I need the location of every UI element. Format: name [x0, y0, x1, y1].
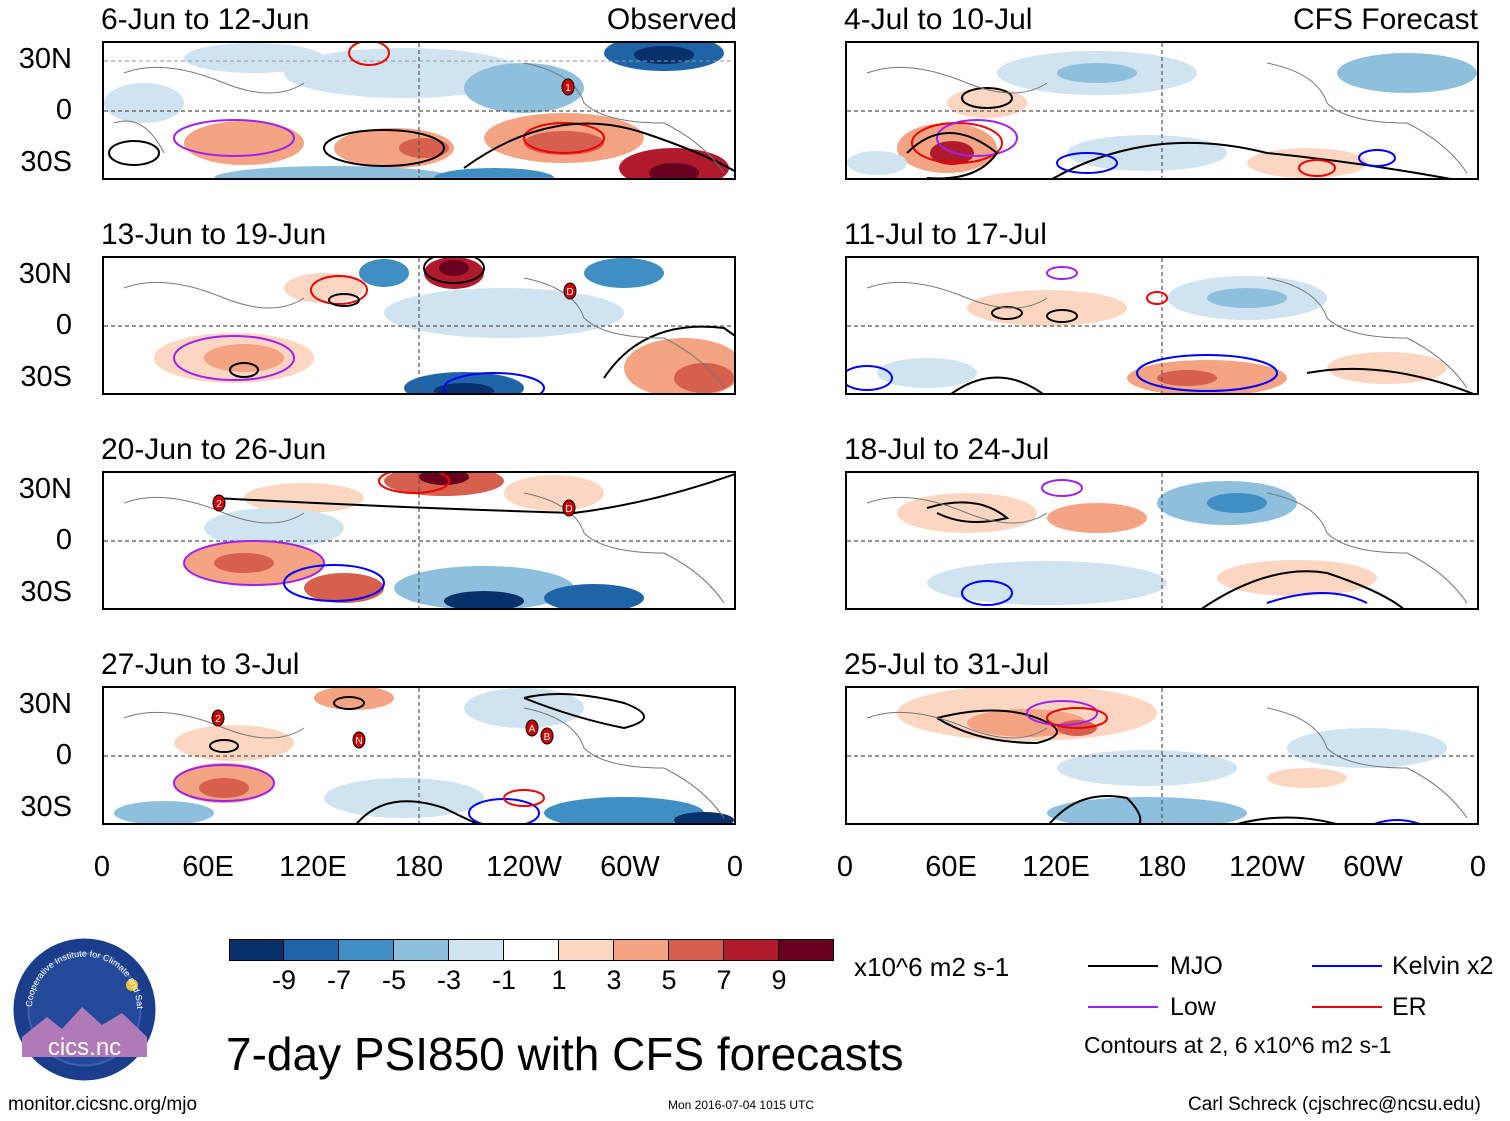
panel-title-8: 25-Jul to 31-Jul — [844, 648, 1050, 681]
footer-author: Carl Schreck (cjschrec@ncsu.edu) — [1188, 1094, 1481, 1115]
lat-label: 0 — [55, 309, 72, 341]
colorbar-swatch — [559, 939, 614, 961]
legend-label-mjo: MJO — [1170, 952, 1223, 980]
colorbar-swatch — [504, 939, 559, 961]
panel-tag-cfs-forecast: CFS Forecast — [1292, 3, 1478, 36]
map-panel-8 — [845, 686, 1479, 825]
colorbar-tick-label: 1 — [551, 965, 567, 995]
colorbar-swatch — [229, 939, 284, 961]
lon-label: 60W — [1343, 851, 1403, 883]
lon-label: 120W — [1229, 851, 1305, 883]
lon-label: 60W — [600, 851, 660, 883]
map-panel-3: 2 D — [102, 471, 736, 610]
storm-marker: N — [355, 736, 362, 747]
storm-marker: 2 — [216, 499, 222, 510]
colorbar-swatch — [339, 939, 394, 961]
colorbar-tick-label: 9 — [771, 965, 787, 995]
map-panel-1: 1 — [102, 41, 736, 180]
lon-label: 180 — [1137, 851, 1187, 883]
lat-label: 30S — [20, 361, 72, 393]
panel-title-5: 4-Jul to 10-Jul — [844, 3, 1033, 36]
footer-timestamp: Mon 2016-07-04 1015 UTC — [668, 1098, 815, 1112]
colorbar-swatch — [449, 939, 504, 961]
legend-label-kelvin: Kelvin x2 — [1392, 952, 1494, 980]
colorbar-swatch — [284, 939, 339, 961]
storm-marker: D — [565, 504, 572, 515]
legend-line-low — [1088, 1006, 1158, 1008]
colorbar-tick-label: -5 — [381, 965, 406, 995]
lat-label: 30N — [18, 258, 72, 290]
panel-title-2: 13-Jun to 19-Jun — [101, 218, 327, 251]
lon-label: 120E — [1022, 851, 1090, 883]
cics-logo: Cooperative Institute for Climate and Sa… — [9, 929, 157, 1082]
legend-label-low: Low — [1170, 993, 1216, 1021]
colorbar-swatch — [669, 939, 724, 961]
lat-label: 30S — [20, 791, 72, 823]
panel-tag-observed: Observed — [606, 3, 737, 36]
lon-label: 120W — [486, 851, 562, 883]
footer-url: monitor.cicsnc.org/mjo — [8, 1094, 198, 1115]
panel-title-4: 27-Jun to 3-Jul — [101, 648, 300, 681]
lat-label: 30N — [18, 43, 72, 75]
colorbar-units: x10^6 m2 s-1 — [854, 952, 1010, 982]
map-panel-4: 2 N A B — [102, 686, 736, 825]
map-panel-7 — [845, 471, 1479, 610]
lat-label: 30N — [18, 688, 72, 720]
colorbar-tick-label: -7 — [326, 965, 351, 995]
lat-label: 0 — [55, 739, 72, 771]
map-panel-2: D — [102, 256, 736, 395]
storm-marker: A — [529, 724, 536, 735]
lon-label: 120E — [279, 851, 347, 883]
lon-label: 180 — [394, 851, 444, 883]
lon-label: 0 — [93, 851, 111, 883]
lon-label: 60E — [925, 851, 977, 883]
lat-label: 0 — [55, 94, 72, 126]
map-panel-5 — [845, 41, 1479, 180]
map-panel-6 — [845, 256, 1479, 395]
colorbar-swatch — [779, 939, 834, 961]
colorbar-tick-label: -1 — [491, 965, 516, 995]
panel-title-1: 6-Jun to 12-Jun — [101, 3, 310, 36]
colorbar — [229, 939, 834, 961]
legend-line-er — [1312, 1006, 1382, 1008]
storm-marker: 1 — [565, 83, 571, 94]
storm-marker: D — [566, 287, 573, 298]
colorbar-swatch — [614, 939, 669, 961]
lon-label: 0 — [726, 851, 744, 883]
panel-title-3: 20-Jun to 26-Jun — [101, 433, 327, 466]
colorbar-swatch — [394, 939, 449, 961]
storm-marker: B — [544, 732, 551, 743]
colorbar-tick-label: 5 — [661, 965, 677, 995]
storm-marker: 2 — [215, 714, 221, 725]
lon-label: 60E — [182, 851, 234, 883]
legend-label-er: ER — [1392, 993, 1427, 1021]
main-title: 7-day PSI850 with CFS forecasts — [226, 1028, 904, 1080]
colorbar-tick-label: -3 — [436, 965, 461, 995]
logo-text: cics.nc — [48, 1034, 121, 1061]
panel-title-7: 18-Jul to 24-Jul — [844, 433, 1050, 466]
lat-label: 0 — [55, 524, 72, 556]
colorbar-tick-label: 3 — [606, 965, 622, 995]
colorbar-tick-label: 7 — [716, 965, 732, 995]
colorbar-tick-label: -9 — [271, 965, 296, 995]
legend-line-kelvin — [1312, 965, 1382, 967]
colorbar-swatch — [724, 939, 779, 961]
legend-note: Contours at 2, 6 x10^6 m2 s-1 — [1084, 1032, 1392, 1058]
panel-title-6: 11-Jul to 17-Jul — [844, 218, 1047, 251]
lat-label: 30S — [20, 146, 72, 178]
legend-line-mjo — [1088, 965, 1158, 967]
lat-label: 30N — [18, 473, 72, 505]
lon-label: 0 — [1469, 851, 1487, 883]
lon-label: 0 — [836, 851, 854, 883]
lat-label: 30S — [20, 576, 72, 608]
